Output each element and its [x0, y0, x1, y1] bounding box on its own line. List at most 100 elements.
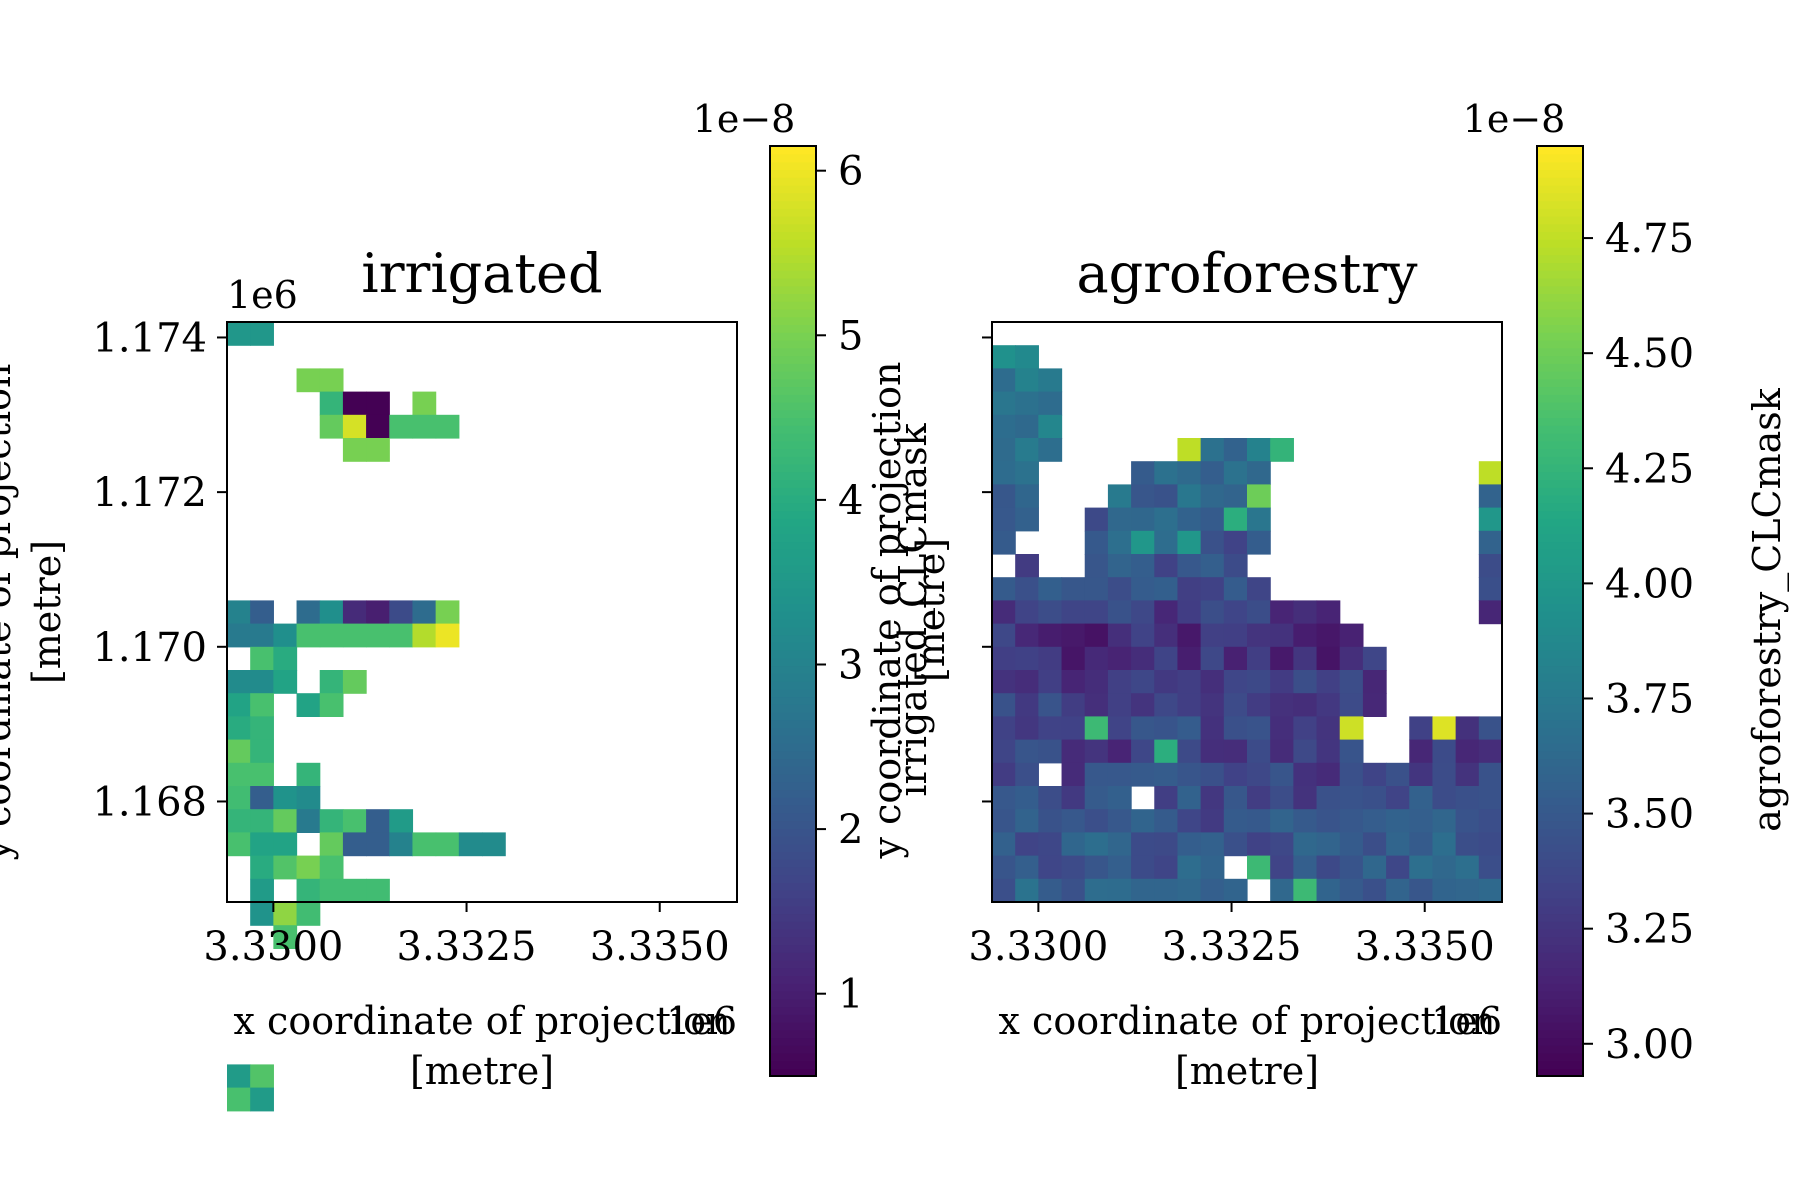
heatmap-cell: [1084, 507, 1109, 532]
colorbar-step: [770, 332, 816, 341]
heatmap-cell: [1223, 646, 1248, 671]
colorbar-step: [770, 1060, 816, 1070]
colorbar-step: [770, 952, 816, 961]
heatmap-cell: [1015, 345, 1039, 369]
heatmap-cell: [1270, 646, 1294, 671]
heatmap-cell: [227, 322, 251, 346]
heatmap-cell: [1177, 855, 1202, 880]
colorbar-step: [770, 208, 816, 217]
y-axis-label-overlay-line: y coordinate of projection: [865, 362, 909, 860]
heatmap-cell: [1061, 762, 1086, 787]
heatmap-cell: [1293, 762, 1318, 787]
colorbar-step: [770, 401, 816, 411]
colorbar-step: [1537, 990, 1583, 1000]
heatmap-cell: [319, 623, 344, 648]
heatmap-cell: [1409, 832, 1434, 857]
colorbar-step: [770, 184, 816, 194]
colorbar-step: [1537, 270, 1583, 279]
heatmap-cell: [319, 670, 344, 694]
heatmap-cell: [1409, 739, 1434, 764]
heatmap-cell: [1478, 600, 1503, 625]
heatmap-cell: [342, 623, 367, 648]
heatmap-cell: [1177, 577, 1202, 601]
heatmap-cell: [1177, 739, 1202, 764]
colorbar-step: [770, 750, 816, 760]
colorbar-step: [770, 603, 816, 612]
heatmap-cell: [1270, 739, 1294, 764]
colorbar-tick-label: 5: [838, 313, 863, 359]
heatmap-cell: [1015, 438, 1039, 462]
colorbar-step: [1537, 905, 1583, 915]
heatmap-cell: [1200, 832, 1225, 857]
colorbar-step: [770, 510, 816, 519]
agroforestry-x-ticks: 3.3300 3.3325 3.3350: [968, 902, 1495, 970]
heatmap-cell: [1200, 739, 1225, 764]
colorbar-step: [770, 378, 816, 388]
colorbar-step: [770, 169, 816, 178]
irrigated-x-ticks: 3.3300 3.3325 3.3350: [203, 902, 730, 970]
heatmap-cell: [992, 414, 1016, 439]
heatmap-cell: [992, 670, 1016, 694]
colorbar-step: [1537, 959, 1583, 969]
colorbar-step: [770, 897, 816, 907]
heatmap-cell: [1154, 762, 1179, 787]
colorbar-step: [1537, 719, 1583, 729]
colorbar-tick-label: 3.75: [1605, 676, 1694, 722]
heatmap-cell: [1478, 809, 1503, 833]
heatmap-cell: [1015, 391, 1039, 416]
heatmap-cell: [1084, 577, 1109, 601]
heatmap-cell: [250, 902, 274, 926]
x-tick-label: 3.3300: [203, 924, 343, 970]
colorbar-step: [770, 564, 816, 574]
heatmap-cell: [1154, 484, 1179, 509]
heatmap-cell: [1061, 577, 1086, 601]
heatmap-cell: [992, 716, 1016, 741]
heatmap-cell: [1154, 530, 1179, 555]
heatmap-cell: [1061, 855, 1086, 880]
heatmap-cell: [250, 1064, 274, 1089]
heatmap-cell: [1038, 438, 1063, 462]
colorbar-step: [1537, 913, 1583, 922]
heatmap-cell: [992, 809, 1016, 833]
heatmap-cell: [250, 646, 274, 671]
heatmap-cell: [296, 623, 321, 648]
heatmap-cell: [1270, 438, 1294, 462]
colorbar-step: [1537, 463, 1583, 473]
heatmap-cell: [1293, 855, 1318, 880]
heatmap-cell: [1293, 878, 1318, 903]
colorbar-step: [1537, 456, 1583, 465]
colorbar-step: [770, 308, 816, 318]
colorbar-step: [1537, 696, 1583, 705]
heatmap-cell: [1038, 832, 1063, 857]
heatmap-cell: [1015, 414, 1039, 439]
heatmap-cell: [1200, 623, 1225, 648]
heatmap-cell: [1339, 809, 1364, 833]
heatmap-cell: [1223, 762, 1248, 787]
colorbar-step: [770, 797, 816, 806]
colorbar-step: [1537, 998, 1583, 1008]
colorbar-step: [770, 463, 816, 473]
heatmap-cell: [1362, 762, 1387, 787]
heatmap-cell: [389, 809, 414, 833]
heatmap-cell: [1084, 623, 1109, 648]
heatmap-cell: [1061, 646, 1086, 671]
colorbar-step: [770, 626, 816, 636]
heatmap-cell: [1478, 878, 1503, 903]
colorbar-step: [1537, 339, 1583, 349]
heatmap-cell: [1084, 739, 1109, 764]
heatmap-cell: [1339, 646, 1364, 671]
colorbar-step: [770, 781, 816, 791]
colorbar-step: [1537, 378, 1583, 388]
heatmap-cell: [296, 902, 321, 926]
heatmap-cell: [296, 693, 321, 717]
colorbar-step: [770, 161, 816, 171]
heatmap-cell: [1223, 484, 1248, 509]
colorbar-step: [1537, 184, 1583, 194]
colorbar-tick-label: 3.25: [1605, 907, 1694, 953]
heatmap-cell: [1478, 554, 1503, 578]
heatmap-cell: [1478, 716, 1503, 741]
colorbar-step: [1537, 394, 1583, 403]
heatmap-cell: [1432, 855, 1457, 880]
colorbar-step: [1537, 773, 1583, 783]
